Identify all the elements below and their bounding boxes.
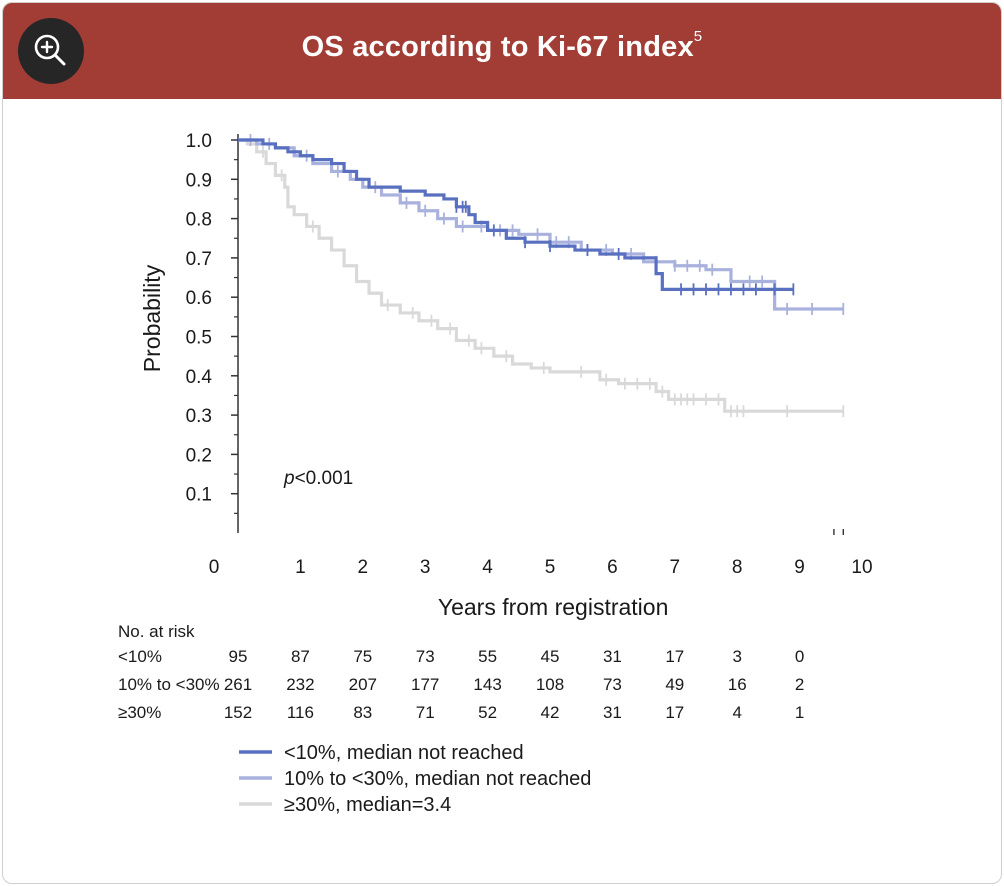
y-tick-label: 0.4 (186, 367, 213, 388)
zoom-in-button[interactable] (18, 18, 84, 84)
survival-curve-1 (238, 138, 844, 311)
x-tick-label: 6 (607, 557, 618, 578)
y-tick-label: 0.7 (186, 249, 212, 270)
at-risk-value: 4 (732, 703, 741, 722)
at-risk-row-label: 10% to <30% (118, 675, 220, 694)
p-value-symbol: p (283, 468, 295, 489)
at-risk-value: 49 (665, 675, 684, 694)
at-risk-value: 207 (349, 675, 377, 694)
y-tick-label: 0.9 (186, 170, 212, 191)
y-tick-label: 0.8 (186, 210, 212, 231)
x-tick-label: 3 (420, 557, 431, 578)
at-risk-value: 31 (603, 703, 622, 722)
at-risk-value: 83 (353, 703, 372, 722)
at-risk-value: 0 (795, 647, 804, 666)
y-tick-label: 0.6 (186, 288, 212, 309)
zoom-in-icon (34, 34, 66, 66)
y-axis-label: Probability (139, 264, 165, 372)
at-risk-value: 177 (411, 675, 439, 694)
x-tick-label: 2 (358, 557, 369, 578)
at-risk-value: 42 (541, 703, 560, 722)
x-tick-label: 7 (670, 557, 681, 578)
at-risk-value: 55 (478, 647, 497, 666)
at-risk-value: 17 (665, 703, 684, 722)
x-tick-label: 9 (794, 557, 805, 578)
at-risk-value: 1 (795, 703, 804, 722)
at-risk-value: 232 (286, 675, 314, 694)
p-value-text: <0.001 (295, 468, 354, 489)
x-tick-label: 1 (295, 557, 306, 578)
x-tick-label: 8 (732, 557, 743, 578)
x-tick-label: 4 (482, 557, 493, 578)
at-risk-value: 108 (536, 675, 564, 694)
survival-curve-2 (238, 138, 844, 413)
at-risk-title: No. at risk (118, 622, 195, 641)
at-risk-value: 52 (478, 703, 497, 722)
at-risk-value: 17 (665, 647, 684, 666)
legend-label: ≥30%, median=3.4 (284, 794, 451, 816)
y-tick-label: 1.0 (186, 131, 212, 152)
at-risk-value: 45 (541, 647, 560, 666)
y-tick-label: 0.2 (186, 445, 212, 466)
at-risk-row-label: <10% (118, 647, 162, 666)
at-risk-value: 87 (291, 647, 310, 666)
at-risk-value: 2 (795, 675, 804, 694)
y-tick-label: 0.5 (186, 328, 212, 349)
at-risk-value: 95 (229, 647, 248, 666)
x-tick-label: 5 (545, 557, 556, 578)
header-bar: OS according to Ki-67 index5 (3, 3, 1001, 99)
at-risk-value: 73 (416, 647, 435, 666)
at-risk-value: 75 (353, 647, 372, 666)
legend-label: <10%, median not reached (284, 742, 524, 764)
at-risk-value: 16 (728, 675, 747, 694)
y-tick-label: 0.1 (186, 485, 212, 506)
x-axis-label: Years from registration (438, 594, 669, 620)
at-risk-value: 31 (603, 647, 622, 666)
y-tick-label: 0.3 (186, 406, 212, 427)
x-tick-label: 10 (851, 557, 872, 578)
x-tick-label: 0 (209, 557, 220, 578)
at-risk-value: 143 (473, 675, 501, 694)
at-risk-value: 3 (732, 647, 741, 666)
legend-label: 10% to <30%, median not reached (284, 768, 591, 790)
at-risk-value: 116 (287, 703, 314, 722)
p-value-annotation: p<0.001 (283, 468, 353, 489)
at-risk-row-label: ≥30% (118, 703, 161, 722)
at-risk-value: 73 (603, 675, 622, 694)
chart-title: OS according to Ki-67 index5 (3, 28, 1001, 64)
title-reference: 5 (693, 28, 703, 45)
at-risk-value: 71 (416, 703, 435, 722)
at-risk-value: 261 (224, 675, 252, 694)
at-risk-value: 152 (224, 703, 252, 722)
chart-title-text: OS according to Ki-67 index (301, 31, 694, 63)
